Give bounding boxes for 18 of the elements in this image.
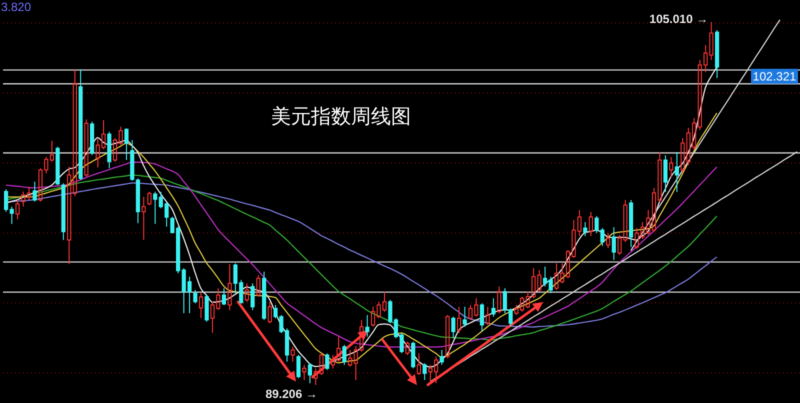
candlestick xyxy=(674,152,679,192)
text: 美元指数周线图 xyxy=(271,104,411,128)
candlestick xyxy=(663,154,668,192)
candlestick xyxy=(669,156,674,178)
candlestick xyxy=(228,264,232,310)
candlestick xyxy=(365,314,370,338)
candlestick xyxy=(268,301,272,324)
candlestick xyxy=(612,226,616,260)
ref-line-label: 102.321 xyxy=(752,69,797,84)
candlestick xyxy=(462,306,467,328)
candlestick xyxy=(67,166,72,265)
candlestick xyxy=(588,211,593,237)
annotation: 105.010 → xyxy=(649,12,708,26)
candlestick xyxy=(709,22,714,60)
annotation: 89.206 → xyxy=(265,386,318,401)
annotation: 3.820 xyxy=(1,0,32,14)
candlestick xyxy=(411,341,416,369)
candlestick xyxy=(142,196,146,240)
